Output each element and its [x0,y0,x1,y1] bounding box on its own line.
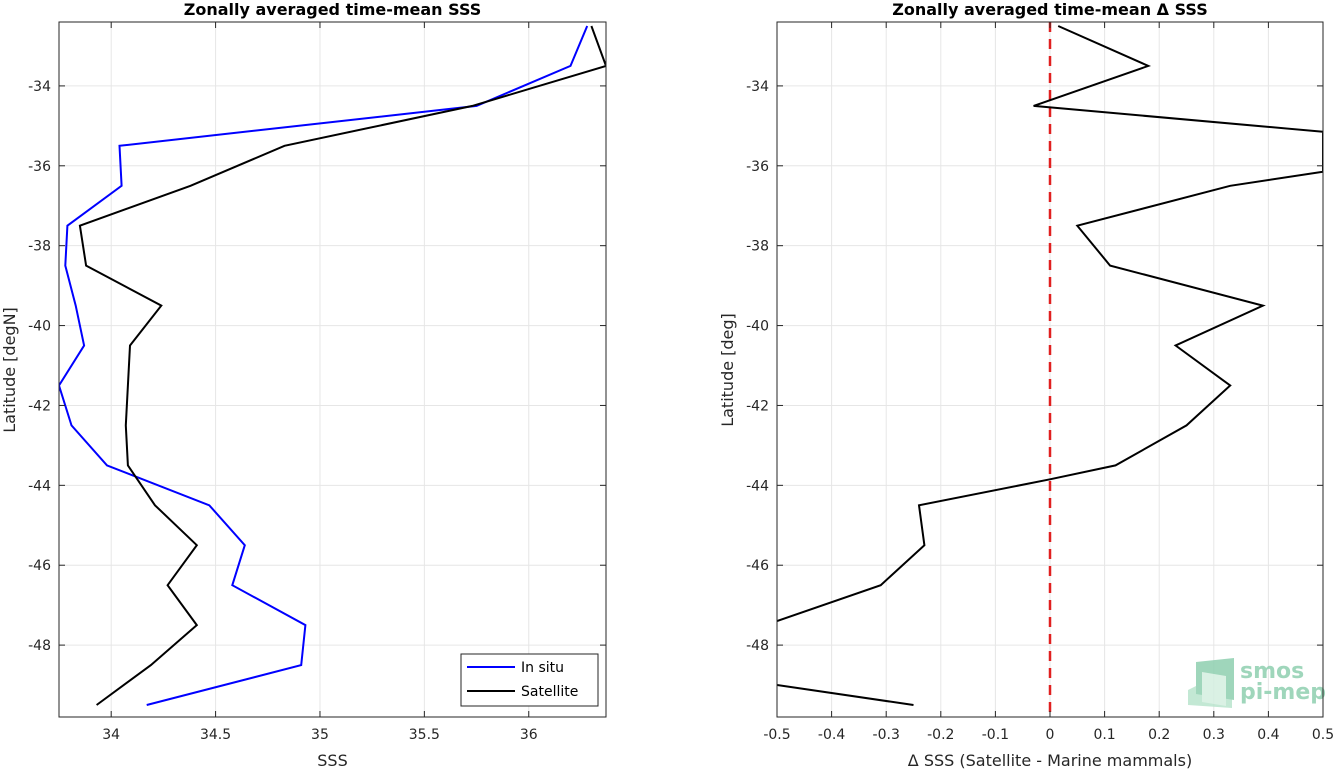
smos-pi-mep-logo: smos pi-mep [1188,658,1326,708]
logo-waves-front [1202,672,1226,706]
x-tick-label: 0.4 [1257,727,1279,743]
series-line-satellite [78,25,606,706]
logo-text-pi-mep: pi-mep [1240,680,1326,705]
x-tick-label: 34 [102,727,120,743]
x-axis-label-left: SSS [317,751,347,769]
y-tick-label: -44 [28,478,51,494]
y-tick-label: -34 [746,79,769,95]
x-tick-label: 0 [1046,727,1055,743]
y-tick-label: -36 [28,159,51,175]
axes-box-left [58,21,607,718]
x-tick-label: 0.1 [1093,727,1115,743]
x-tick-label: -0.3 [873,727,900,743]
legend-label-in-situ: In situ [521,660,564,676]
y-tick-label: -48 [746,638,769,654]
legend: In situ Satellite [460,653,599,707]
y-tick-label: -40 [28,319,51,335]
x-tick-label: -0.4 [818,727,845,743]
x-tick-label: 0.5 [1312,727,1334,743]
y-tick-label: -34 [28,79,51,95]
x-tick-label: 36 [520,727,538,743]
x-tick-label: -0.5 [763,727,790,743]
panel-sss: 34 34.5 35 35.5 36 -48 -46 -44 -42 -40 -38 -36 -34 Z… [0,0,607,769]
x-tick-label: 34.5 [200,727,231,743]
y-tick-label: -38 [746,239,769,255]
x-tick-label: -0.1 [982,727,1009,743]
y-tick-label: -44 [746,478,769,494]
tick-layer-right: -0.5 -0.4 -0.3 -0.2 -0.1 0 0.1 0.2 0.3 0.4 0.5 -48 -… [746,22,1334,743]
x-tick-label: 0.3 [1203,727,1225,743]
x-tick-label: -0.2 [927,727,954,743]
y-axis-label-right: Latitude [deg] [718,313,737,427]
series-line-1 [777,684,914,706]
y-tick-label: -36 [746,159,769,175]
chart-title-left: Zonally averaged time-mean SSS [184,0,482,19]
x-tick-label: 35 [311,727,329,743]
x-tick-label: 35.5 [409,727,440,743]
legend-label-satellite: Satellite [521,684,578,700]
series-layer-right [777,22,1323,717]
panel-delta-sss: smos pi-mep -0.5 -0.4 -0.3 -0.2 -0.1 0 0.1 0.2 0… [718,0,1334,769]
series-layer-left [59,25,606,706]
tick-layer-left: 34 34.5 35 35.5 36 -48 -46 -44 -42 -40 -38 -36 -34 [28,22,606,743]
logo-text-smos: smos [1240,659,1304,684]
x-tick-label: 0.2 [1148,727,1170,743]
y-tick-label: -46 [28,558,51,574]
x-axis-label-right: Δ SSS (Satellite - Marine mammals) [908,751,1192,769]
y-tick-label: -38 [28,239,51,255]
series-line-in-situ [59,25,589,706]
y-tick-label: -48 [28,638,51,654]
plot-area-left [59,22,606,717]
series-line-2 [777,25,1323,623]
y-axis-label-left: Latitude [degN] [0,307,19,433]
y-tick-label: -40 [746,319,769,335]
y-tick-label: -42 [28,398,51,414]
chart-title-right: Zonally averaged time-mean Δ SSS [892,0,1208,19]
legend-box [460,653,599,707]
y-tick-label: -42 [746,398,769,414]
y-tick-label: -46 [746,558,769,574]
